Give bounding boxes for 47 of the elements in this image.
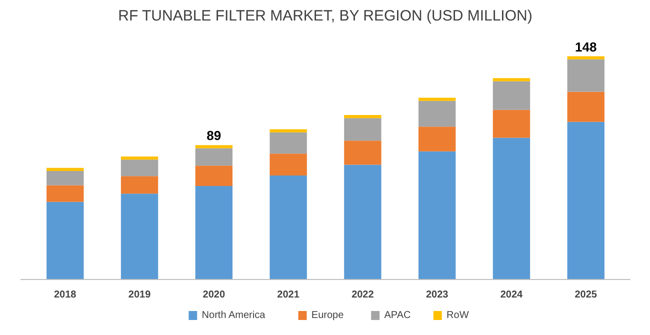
- bar: [270, 175, 307, 280]
- bar: [418, 98, 456, 101]
- legend-label: APAC: [384, 310, 411, 321]
- x-tick-label: 2018: [54, 290, 77, 300]
- bar: [46, 168, 84, 172]
- x-tick-label: 2021: [277, 290, 300, 300]
- x-tick-label: 2022: [352, 290, 374, 300]
- bar: [195, 145, 233, 148]
- annotation: 89: [206, 128, 222, 144]
- bar: [270, 132, 307, 154]
- bar: [46, 185, 84, 202]
- bar: [46, 171, 84, 186]
- bar: [567, 92, 604, 122]
- bar: [344, 118, 382, 141]
- chart-title: RF TUNABLE FILTER MARKET, BY REGION (USD MILLION): [118, 8, 532, 24]
- bar: [567, 59, 604, 92]
- x-tick-label: 2024: [500, 290, 524, 300]
- bar: [195, 186, 233, 280]
- bar: [492, 138, 530, 280]
- bar: [195, 148, 233, 166]
- bar: [120, 156, 158, 160]
- legend-label: Europe: [311, 310, 344, 321]
- x-tick-label: 2020: [202, 290, 226, 300]
- bar: [120, 194, 158, 280]
- bar: [270, 129, 307, 132]
- bar: [418, 151, 456, 280]
- bar: [46, 202, 84, 280]
- bar: [120, 160, 158, 176]
- legend-label: RoW: [446, 310, 470, 321]
- bar: [270, 154, 307, 176]
- bar: [195, 166, 233, 186]
- annotation: 148: [575, 39, 597, 54]
- bar: [120, 176, 158, 194]
- x-tick-label: 2025: [574, 290, 598, 300]
- bar: [567, 122, 604, 280]
- x-tick-label: 2023: [426, 290, 449, 300]
- bar: [344, 140, 382, 165]
- bar: [492, 78, 530, 82]
- bar: [344, 114, 382, 118]
- bar: [418, 100, 456, 127]
- bar: [344, 164, 382, 280]
- bar: [567, 56, 604, 60]
- x-tick-label: 2019: [128, 290, 152, 300]
- legend-label: North America: [202, 310, 266, 321]
- bar: [492, 110, 530, 138]
- bar: [418, 126, 456, 152]
- bar: [492, 81, 530, 110]
